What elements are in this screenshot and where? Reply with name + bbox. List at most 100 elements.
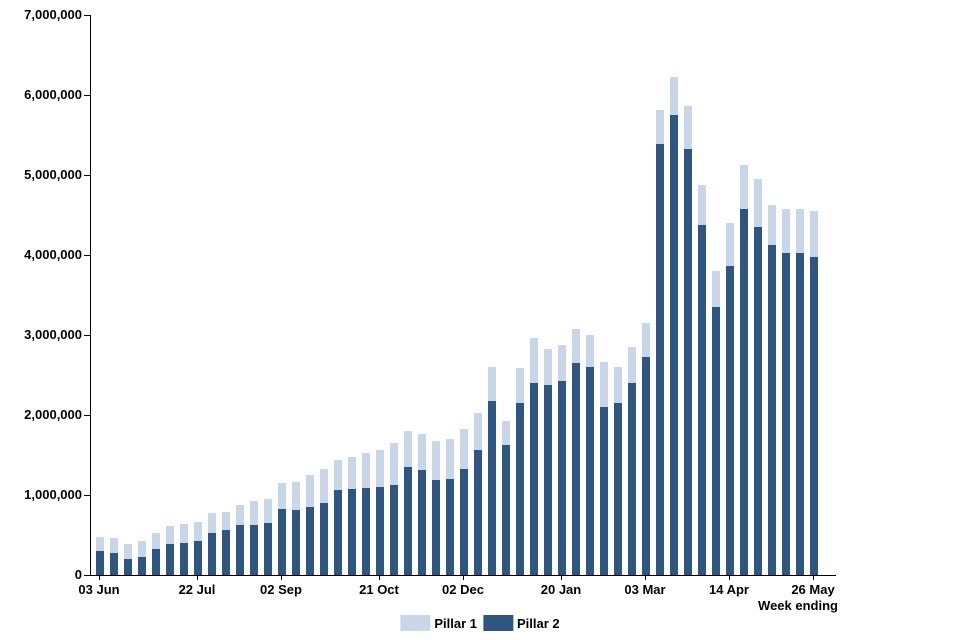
pillar1-segment [460, 429, 468, 469]
y-tick-label: 3,000,000 [24, 327, 82, 342]
pillar1-segment [474, 413, 482, 451]
pillar1-segment [110, 538, 118, 554]
pillar2-segment [684, 148, 692, 575]
pillar1-segment [264, 499, 272, 523]
bar-week-43 [698, 185, 706, 575]
bar-week-15 [306, 475, 314, 575]
bar-week-4 [152, 532, 160, 575]
pillar2-segment [320, 503, 328, 575]
y-tick-label: 6,000,000 [24, 87, 82, 102]
pillar2-segment [236, 525, 244, 575]
bar-week-18 [348, 457, 356, 575]
pillar1-segment [712, 271, 720, 307]
pillar1-segment [628, 347, 636, 383]
pillar1-segment [222, 511, 230, 531]
pillar1-segment [684, 106, 692, 149]
bar-week-41 [670, 76, 678, 575]
bar-week-8 [208, 512, 216, 575]
bar-week-44 [712, 271, 720, 575]
bar-week-21 [390, 443, 398, 575]
pillar2-segment [124, 559, 132, 575]
bar-week-0 [96, 537, 104, 575]
pillar2-segment [152, 548, 160, 575]
y-tick-label: 4,000,000 [24, 247, 82, 262]
pillar2-segment [250, 524, 258, 575]
pillar2-segment [544, 385, 552, 575]
pillar1-segment [768, 205, 776, 246]
bar-week-1 [110, 538, 118, 575]
bar-week-36 [600, 362, 608, 575]
bar-week-48 [768, 205, 776, 575]
pillar1-segment [670, 76, 678, 115]
bar-week-19 [362, 452, 370, 575]
pillar1-segment [236, 504, 244, 526]
pillar1-segment [558, 345, 566, 381]
x-tick-mark [99, 576, 100, 580]
pillar2-segment [796, 252, 804, 575]
pillar1-segment [124, 543, 132, 559]
pillar2-segment [670, 115, 678, 575]
pillar2-segment [180, 543, 188, 575]
pillar2-segment [222, 530, 230, 575]
pillar1-segment [600, 362, 608, 407]
pillar2-segment [782, 253, 790, 575]
x-tick-mark [645, 576, 646, 580]
bar-week-28 [488, 367, 496, 575]
pillar2-segment [390, 485, 398, 575]
pillar2-segment [586, 367, 594, 575]
pillar2-segment [194, 540, 202, 575]
pillar2-segment [362, 487, 370, 575]
pillar2-segment [432, 479, 440, 575]
pillar2-segment [166, 543, 174, 575]
pillar2-segment [278, 509, 286, 575]
legend-label: Pillar 1 [434, 615, 477, 631]
pillar2-segment [712, 307, 720, 575]
pillar1-segment [446, 439, 454, 479]
pillar2-segment [488, 401, 496, 575]
pillar2-segment [810, 256, 818, 575]
legend-swatch-icon [400, 615, 431, 631]
x-tick-label: 03 Jun [78, 582, 120, 597]
x-axis-title: Week ending [758, 598, 838, 613]
pillar2-segment [558, 380, 566, 575]
pillar1-segment [586, 335, 594, 367]
pillar1-segment [572, 328, 580, 363]
pillar2-segment [768, 245, 776, 575]
pillar1-segment [488, 367, 496, 402]
pillar2-segment [306, 507, 314, 575]
pillar1-segment [698, 185, 706, 226]
bar-week-34 [572, 328, 580, 575]
y-tick-label: 5,000,000 [24, 167, 82, 182]
pillar2-segment [376, 487, 384, 575]
pillar1-segment [166, 526, 174, 544]
x-tick-label: 02 Dec [442, 582, 484, 597]
bar-week-29 [502, 420, 510, 575]
bar-week-25 [446, 439, 454, 575]
pillar2-segment [96, 551, 104, 575]
pillar2-segment [110, 553, 118, 575]
pillar2-segment [208, 532, 216, 575]
bar-week-14 [292, 482, 300, 575]
legend-item-pillar-1: Pillar 1 [400, 615, 477, 631]
bar-week-20 [376, 450, 384, 575]
bar-week-50 [796, 209, 804, 575]
pillar1-segment [544, 348, 552, 386]
pillar1-segment [614, 367, 622, 403]
y-tick-mark [84, 415, 90, 416]
pillar1-segment [306, 475, 314, 507]
bar-week-38 [628, 347, 636, 575]
bar-week-2 [124, 543, 132, 575]
pillar1-segment [152, 532, 160, 549]
bar-week-31 [530, 338, 538, 575]
pillar1-segment [320, 469, 328, 503]
pillar1-segment [376, 450, 384, 487]
pillar2-segment [460, 468, 468, 575]
pillar2-segment [334, 490, 342, 575]
pillar1-segment [782, 208, 790, 254]
x-tick-label: 02 Sep [260, 582, 302, 597]
pillar2-segment [264, 523, 272, 575]
bar-week-22 [404, 431, 412, 575]
bar-week-23 [418, 434, 426, 575]
pillar2-segment [656, 143, 664, 575]
